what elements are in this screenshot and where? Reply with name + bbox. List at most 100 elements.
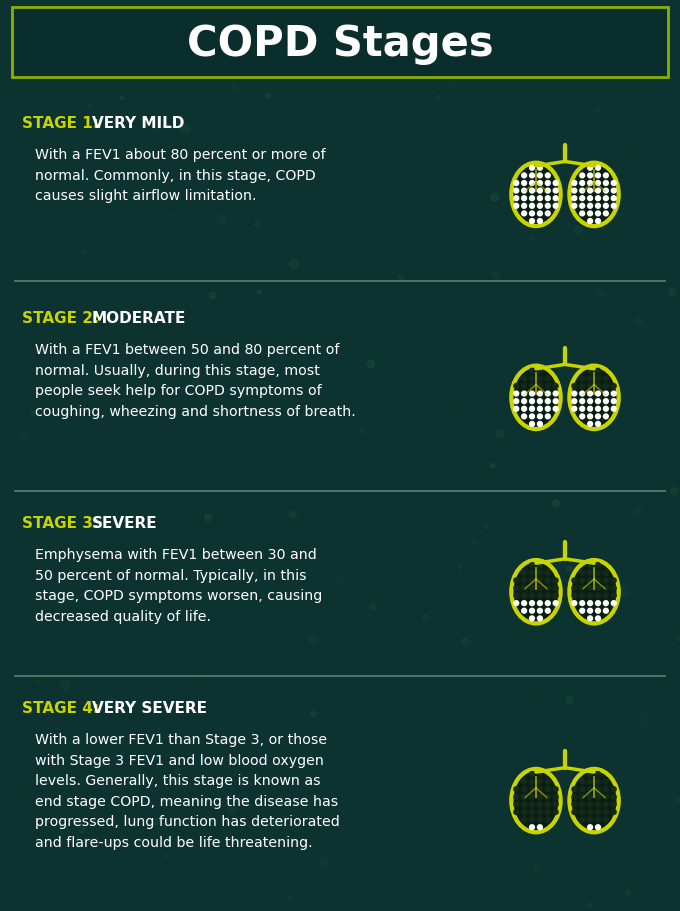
Circle shape (530, 824, 534, 830)
Text: VERY SEVERE: VERY SEVERE (92, 701, 207, 716)
Circle shape (580, 211, 585, 217)
Circle shape (142, 617, 147, 621)
Circle shape (537, 563, 543, 568)
Circle shape (603, 779, 609, 784)
Circle shape (554, 384, 558, 389)
Circle shape (530, 578, 534, 583)
Circle shape (588, 609, 592, 613)
Circle shape (530, 166, 534, 171)
Circle shape (603, 197, 609, 201)
Circle shape (554, 802, 558, 807)
Circle shape (192, 380, 200, 387)
Circle shape (537, 174, 543, 179)
Circle shape (522, 794, 526, 799)
Circle shape (580, 399, 585, 404)
Circle shape (603, 174, 609, 179)
Circle shape (603, 609, 609, 613)
Circle shape (537, 824, 543, 830)
Circle shape (87, 105, 92, 109)
Circle shape (537, 189, 543, 194)
Text: STAGE 4:: STAGE 4: (22, 701, 99, 716)
Circle shape (611, 586, 616, 590)
Circle shape (154, 126, 160, 133)
Circle shape (537, 772, 543, 776)
Circle shape (93, 703, 101, 711)
Circle shape (528, 624, 532, 629)
Circle shape (527, 202, 530, 206)
Circle shape (537, 616, 543, 621)
Circle shape (218, 216, 226, 224)
Circle shape (544, 472, 548, 476)
Circle shape (572, 578, 577, 583)
Circle shape (545, 211, 550, 217)
Circle shape (299, 543, 307, 550)
Circle shape (624, 653, 632, 661)
Circle shape (522, 601, 526, 606)
Text: MODERATE: MODERATE (92, 312, 186, 326)
Circle shape (611, 181, 616, 186)
Circle shape (530, 779, 534, 784)
Circle shape (588, 578, 592, 583)
Circle shape (603, 407, 609, 412)
Circle shape (603, 817, 609, 822)
Circle shape (21, 783, 28, 790)
Circle shape (611, 204, 616, 209)
Circle shape (588, 787, 592, 792)
Circle shape (588, 563, 592, 568)
Circle shape (603, 601, 609, 606)
Circle shape (530, 787, 534, 792)
Circle shape (596, 810, 600, 814)
Circle shape (537, 181, 543, 186)
Circle shape (575, 227, 582, 235)
Circle shape (201, 684, 205, 688)
Ellipse shape (511, 769, 560, 833)
Circle shape (554, 407, 558, 412)
Circle shape (545, 779, 550, 784)
Circle shape (522, 189, 526, 194)
Circle shape (545, 189, 550, 194)
Circle shape (514, 197, 519, 201)
Circle shape (596, 802, 600, 807)
Circle shape (596, 211, 600, 217)
Circle shape (204, 236, 209, 241)
Circle shape (580, 407, 585, 412)
Circle shape (171, 214, 173, 218)
Circle shape (537, 794, 543, 799)
Circle shape (152, 505, 156, 507)
Circle shape (522, 392, 526, 396)
Circle shape (588, 422, 592, 427)
Circle shape (580, 415, 585, 419)
Circle shape (537, 220, 543, 224)
Circle shape (588, 824, 592, 830)
Circle shape (596, 204, 600, 209)
Circle shape (530, 586, 534, 590)
Circle shape (31, 412, 35, 416)
Circle shape (209, 577, 213, 580)
Circle shape (449, 83, 456, 90)
Circle shape (588, 802, 592, 807)
Circle shape (588, 616, 592, 621)
Circle shape (530, 815, 538, 823)
Circle shape (164, 854, 168, 858)
Circle shape (572, 392, 577, 396)
Circle shape (603, 802, 609, 807)
Circle shape (596, 189, 600, 194)
Circle shape (522, 407, 526, 412)
Circle shape (554, 601, 558, 606)
Circle shape (232, 86, 238, 92)
Circle shape (588, 220, 592, 224)
Circle shape (228, 806, 236, 814)
Circle shape (545, 586, 550, 590)
Circle shape (588, 197, 592, 201)
Circle shape (588, 772, 592, 776)
Circle shape (338, 578, 345, 586)
Circle shape (596, 174, 600, 179)
Circle shape (120, 97, 123, 101)
Circle shape (545, 817, 550, 822)
Circle shape (588, 204, 592, 209)
Circle shape (588, 817, 592, 822)
Circle shape (537, 204, 543, 209)
Circle shape (552, 500, 559, 507)
Circle shape (153, 819, 159, 825)
Circle shape (545, 384, 550, 389)
